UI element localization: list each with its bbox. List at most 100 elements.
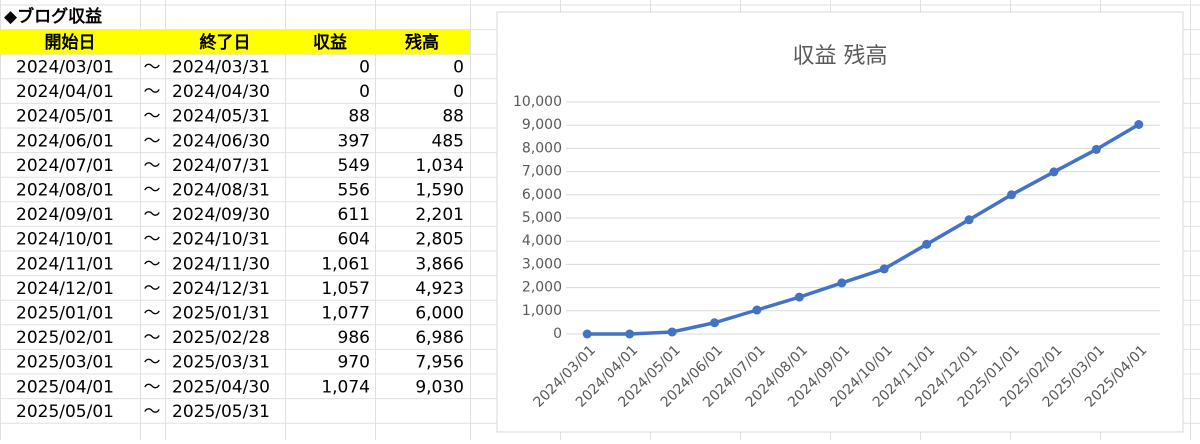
table-cell: 2025/02/01: [16, 328, 114, 348]
chart-area: [496, 11, 1184, 433]
table-cell: 2025/05/31: [172, 402, 270, 422]
table-cell: 1,074: [321, 377, 370, 397]
sheet-title: ◆ブログ収益: [4, 6, 102, 27]
table-cell: 549: [338, 156, 370, 176]
table-cell: 2025/04/01: [16, 377, 114, 397]
table-cell: 970: [338, 353, 370, 373]
y-tick-label: 5,000: [522, 210, 562, 226]
table-cell: 1,077: [321, 304, 370, 324]
y-tick-label: 6,000: [522, 187, 562, 203]
table-cell: 556: [338, 181, 370, 201]
header-cell: 開始日: [45, 32, 96, 53]
table-cell: 2025/01/01: [16, 304, 114, 324]
table-cell: 2024/10/01: [16, 230, 114, 250]
table-cell: 1,057: [321, 279, 370, 299]
table-cell: 2025/04/30: [172, 377, 270, 397]
point: [1007, 190, 1016, 200]
table-cell: 2025/02/28: [172, 328, 270, 348]
point: [582, 329, 592, 339]
table-cell: 485: [432, 131, 464, 151]
table-cell: ～: [144, 304, 161, 324]
table-cell: 7,956: [415, 353, 464, 373]
y-tick-label: 4,000: [522, 233, 562, 249]
table-cell: 2024/09/30: [172, 205, 270, 225]
table-cell: 2024/09/01: [16, 205, 114, 225]
chart-title: 収益 残高: [793, 44, 888, 69]
table-cell: ～: [144, 377, 161, 397]
table-cell: ～: [144, 107, 161, 127]
table-cell: 611: [338, 205, 370, 225]
table-cell: 0: [453, 82, 464, 102]
y-tick-label: 8,000: [522, 140, 562, 156]
table-cell: 3,866: [415, 254, 464, 274]
table-cell: 2,201: [415, 205, 464, 225]
table-cell: 88: [442, 107, 464, 127]
header-background: [0, 29, 470, 55]
y-tick-label: 1,000: [522, 303, 562, 319]
table-cell: 2024/08/01: [16, 181, 114, 201]
table-cell: 0: [359, 58, 370, 78]
table-cell: 2024/07/31: [172, 156, 270, 176]
table-cell: ～: [144, 58, 161, 78]
table-cell: ～: [144, 205, 161, 225]
point: [1091, 144, 1101, 154]
header-cell: 残高: [405, 32, 439, 53]
table-cell: ～: [144, 156, 161, 176]
table-cell: ～: [144, 402, 161, 422]
table-cell: ～: [144, 181, 161, 201]
point: [667, 327, 677, 337]
y-tick-label: 9,000: [522, 117, 562, 133]
table-cell: 2,805: [415, 230, 464, 250]
table-cell: ～: [144, 82, 161, 102]
table-cell: ～: [144, 131, 161, 151]
table-cell: 2024/11/30: [172, 254, 270, 274]
table-cell: 1,061: [321, 254, 370, 274]
point: [794, 292, 804, 302]
table-cell: ～: [144, 254, 161, 274]
table-cell: 2024/04/30: [172, 82, 270, 102]
table-cell: 2024/08/31: [172, 181, 270, 201]
point: [837, 278, 847, 288]
point: [710, 318, 719, 328]
table-cell: 2024/06/30: [172, 131, 270, 151]
y-tick-label: 0: [553, 326, 562, 342]
table-cell: 4,923: [415, 279, 464, 299]
table-cell: ～: [144, 328, 161, 348]
table-cell: 9,030: [415, 377, 464, 397]
table-cell: 6,986: [415, 328, 464, 348]
point: [752, 305, 762, 315]
table-cell: ～: [144, 230, 161, 250]
table-cell: 0: [453, 58, 464, 78]
table-cell: 2024/10/31: [172, 230, 270, 250]
y-tick-label: 2,000: [522, 280, 562, 296]
table-cell: ～: [144, 353, 161, 373]
table-cell: 2024/04/01: [16, 82, 114, 102]
table-cell: 2025/03/01: [16, 353, 114, 373]
point: [1049, 167, 1059, 177]
table-cell: 2024/03/31: [172, 58, 270, 78]
table-cell: 604: [338, 230, 370, 250]
header-cell: 収益: [313, 32, 347, 53]
point: [964, 215, 974, 225]
point: [922, 239, 932, 249]
point: [1134, 120, 1144, 130]
table-cell: 2024/06/01: [16, 131, 114, 151]
table-cell: 2024/12/01: [16, 279, 114, 299]
y-tick-label: 10,000: [513, 94, 562, 110]
table-cell: 2025/03/31: [172, 353, 270, 373]
table-cell: 0: [359, 82, 370, 102]
table-cell: 397: [338, 131, 370, 151]
table-cell: 2024/12/31: [172, 279, 270, 299]
table-cell: 2024/11/01: [16, 254, 114, 274]
table-cell: 1,590: [415, 181, 464, 201]
table-cell: ～: [144, 279, 161, 299]
point: [625, 329, 635, 339]
table-cell: 2025/01/31: [172, 304, 270, 324]
table-cell: 986: [338, 328, 370, 348]
table-cell: 2024/07/01: [16, 156, 114, 176]
table-cell: 88: [348, 107, 370, 127]
table-cell: 1,034: [415, 156, 464, 176]
line: [587, 122, 1140, 336]
